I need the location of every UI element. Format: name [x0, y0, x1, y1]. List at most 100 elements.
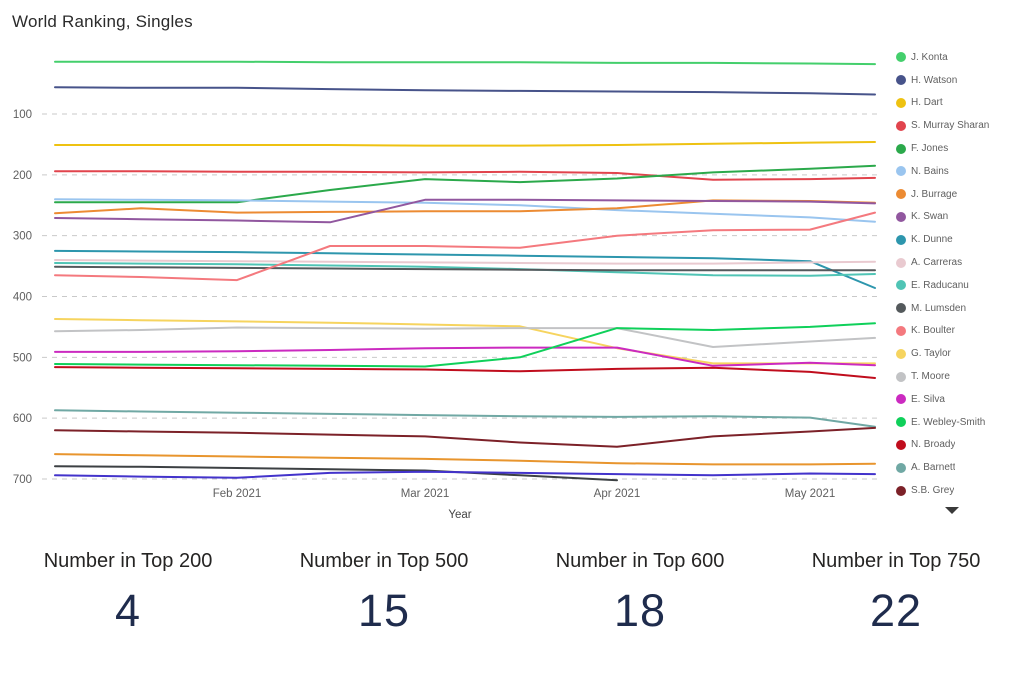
- legend-label: E. Raducanu: [911, 279, 969, 291]
- series-line-m-lumsden[interactable]: [54, 265, 876, 272]
- legend-swatch-icon: [896, 75, 906, 86]
- y-tick-label-600: 600: [13, 413, 32, 425]
- y-tick-label-100: 100: [13, 109, 32, 121]
- legend-label: S. Murray Sharan: [911, 120, 990, 132]
- legend-swatch-icon: [896, 371, 906, 382]
- legend-swatch-icon: [896, 120, 906, 131]
- legend-label: T. Moore: [911, 371, 950, 383]
- legend-swatch-icon: [896, 348, 906, 359]
- series-line-h-watson[interactable]: [54, 86, 876, 96]
- series-line-unlabeled-20[interactable]: [54, 453, 876, 466]
- y-tick-label-200: 200: [13, 170, 32, 182]
- x-tick-label-1: Feb 2021: [213, 488, 262, 500]
- kpi-card-top750: Number in Top 750 22: [768, 550, 1024, 637]
- legend-item-s-murray-sharan[interactable]: S. Murray Sharan: [896, 114, 1022, 137]
- kpi-value: 15: [357, 585, 411, 636]
- legend-label: M. Lumsden: [911, 302, 967, 314]
- legend-swatch-icon: [896, 280, 906, 291]
- legend-item-s-b-grey[interactable]: S.B. Grey: [896, 479, 1022, 502]
- legend-item-n-broady[interactable]: N. Broady: [896, 434, 1022, 457]
- legend-item-g-taylor[interactable]: G. Taylor: [896, 342, 1022, 365]
- legend-item-j-burrage[interactable]: J. Burrage: [896, 183, 1022, 206]
- y-tick-label-300: 300: [13, 231, 32, 243]
- series-line-a-barnett[interactable]: [54, 409, 876, 428]
- legend-item-e-raducanu[interactable]: E. Raducanu: [896, 274, 1022, 297]
- legend-label: K. Boulter: [911, 325, 955, 337]
- series-line-unlabeled-22[interactable]: [54, 470, 876, 479]
- ranking-line-chart[interactable]: 100 200 300 400 500 600 700 Feb 2021 Mar 2021 Apr…: [0, 0, 1024, 535]
- legend-label: N. Broady: [911, 439, 956, 451]
- legend-item-j-konta[interactable]: J. Konta: [896, 46, 1022, 69]
- kpi-label: Number in Top 200: [43, 550, 213, 572]
- x-tick-label-3: Apr 2021: [594, 488, 641, 500]
- series-line-e-raducanu[interactable]: [54, 262, 876, 277]
- legend-scroll-down-icon[interactable]: [945, 507, 959, 514]
- legend-label: A. Carreras: [911, 257, 963, 269]
- legend-label: K. Swan: [911, 211, 949, 223]
- legend-item-a-barnett[interactable]: A. Barnett: [896, 456, 1022, 479]
- kpi-card-top200: Number in Top 200 4: [0, 550, 256, 637]
- x-axis-title: Year: [448, 509, 471, 521]
- legend-label: G. Taylor: [911, 348, 951, 360]
- series-line-unlabeled-21[interactable]: [54, 465, 618, 482]
- legend-label: J. Konta: [911, 51, 948, 63]
- series-line-g-taylor[interactable]: [54, 318, 876, 365]
- legend-item-k-boulter[interactable]: K. Boulter: [896, 320, 1022, 343]
- legend-swatch-icon: [896, 394, 906, 405]
- legend-swatch-icon: [896, 234, 906, 245]
- legend-label: F. Jones: [911, 143, 949, 155]
- series-line-e-silva[interactable]: [54, 346, 876, 367]
- series-line-k-dunne[interactable]: [54, 249, 876, 289]
- series-line-s-murray-sharan[interactable]: [54, 170, 876, 181]
- legend-item-n-bains[interactable]: N. Bains: [896, 160, 1022, 183]
- kpi-card-top500: Number in Top 500 15: [256, 550, 512, 637]
- legend-label: K. Dunne: [911, 234, 953, 246]
- legend-swatch-icon: [896, 257, 906, 268]
- legend-label: H. Dart: [911, 97, 943, 109]
- legend-label: E. Silva: [911, 393, 945, 405]
- series-line-n-bains[interactable]: [54, 198, 876, 223]
- series-line-j-konta[interactable]: [54, 60, 876, 66]
- series-line-n-broady[interactable]: [54, 366, 876, 379]
- series-line-f-jones[interactable]: [54, 164, 876, 204]
- legend-item-e-webley-smith[interactable]: E. Webley-Smith: [896, 411, 1022, 434]
- legend-item-a-carreras[interactable]: A. Carreras: [896, 251, 1022, 274]
- y-tick-label-400: 400: [13, 292, 32, 304]
- kpi-value: 4: [114, 585, 142, 636]
- kpi-label: Number in Top 500: [299, 550, 469, 572]
- legend-swatch-icon: [896, 325, 906, 336]
- legend-item-m-lumsden[interactable]: M. Lumsden: [896, 297, 1022, 320]
- legend-swatch-icon: [896, 166, 906, 177]
- legend-swatch-icon: [896, 97, 906, 108]
- kpi-row: Number in Top 200 4 Number in Top 500 15…: [0, 550, 1024, 637]
- chart-title: World Ranking, Singles: [12, 12, 193, 31]
- series-line-k-swan[interactable]: [54, 198, 876, 224]
- legend-item-h-watson[interactable]: H. Watson: [896, 69, 1022, 92]
- legend-swatch-icon: [896, 143, 906, 154]
- legend-swatch-icon: [896, 462, 906, 473]
- legend-label: E. Webley-Smith: [911, 416, 986, 428]
- series-line-s-b-grey[interactable]: [54, 426, 876, 448]
- kpi-value: 18: [613, 585, 667, 636]
- legend-item-k-dunne[interactable]: K. Dunne: [896, 228, 1022, 251]
- kpi-card-top600: Number in Top 600 18: [512, 550, 768, 637]
- legend-swatch-icon: [896, 485, 906, 496]
- legend-label: S.B. Grey: [911, 485, 955, 497]
- legend-item-f-jones[interactable]: F. Jones: [896, 137, 1022, 160]
- x-tick-label-2: Mar 2021: [401, 488, 450, 500]
- legend-item-e-silva[interactable]: E. Silva: [896, 388, 1022, 411]
- series-line-a-carreras[interactable]: [54, 259, 876, 265]
- legend-item-t-moore[interactable]: T. Moore: [896, 365, 1022, 388]
- series-line-k-boulter[interactable]: [54, 211, 876, 282]
- y-tick-label-500: 500: [13, 352, 32, 364]
- legend-label: A. Barnett: [911, 462, 956, 474]
- legend-item-h-dart[interactable]: H. Dart: [896, 92, 1022, 115]
- series-line-e-webley-smith[interactable]: [54, 322, 876, 368]
- kpi-label: Number in Top 600: [555, 550, 725, 572]
- legend-label: N. Bains: [911, 165, 949, 177]
- legend-item-k-swan[interactable]: K. Swan: [896, 206, 1022, 229]
- series-line-h-dart[interactable]: [54, 141, 876, 147]
- kpi-value: 22: [869, 585, 923, 636]
- legend-label: H. Watson: [911, 74, 958, 86]
- series-line-t-moore[interactable]: [54, 326, 876, 348]
